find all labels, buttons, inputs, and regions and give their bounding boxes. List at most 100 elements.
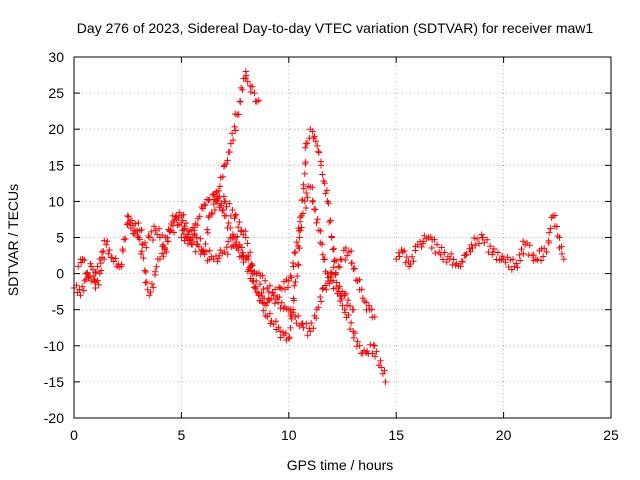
- data-point-descending-38: [265, 288, 272, 296]
- data-point-main-138: [300, 181, 307, 189]
- data-point-loop-16: [202, 248, 210, 255]
- y-tick-label: -5: [52, 302, 65, 318]
- data-point-late-40: [452, 262, 459, 269]
- data-point-main-160: [323, 187, 331, 194]
- data-point-descending-26: [248, 261, 255, 269]
- data-point-loop-30: [224, 250, 231, 258]
- data-point-main-52: [193, 221, 201, 229]
- data-point-late-45: [459, 258, 466, 265]
- data-point-main-82: [238, 227, 245, 234]
- data-point-descending-52: [287, 306, 294, 313]
- data-point-rise-118: [228, 130, 236, 137]
- data-point-descending-3: [215, 195, 222, 202]
- y-tick-label: -15: [44, 374, 64, 390]
- data-point-main-204: [377, 357, 384, 365]
- data-point-early-16: [92, 284, 99, 292]
- data-point-main-26: [158, 250, 166, 257]
- data-point-descending-72: [317, 293, 324, 301]
- data-point-rise-34: [119, 247, 127, 255]
- data-point-main-13: [142, 268, 150, 276]
- data-point-main-139: [301, 170, 308, 178]
- data-point-rise-128: [239, 86, 246, 93]
- data-point-late-33: [441, 249, 448, 256]
- data-point-main-75: [229, 206, 236, 214]
- data-point-late-74: [504, 254, 511, 261]
- x-tick-label: 25: [603, 427, 619, 443]
- data-point-main-134: [296, 214, 304, 221]
- data-point-rise-49: [138, 226, 145, 234]
- data-point-main-156: [319, 171, 326, 178]
- data-point-descending-13: [228, 234, 236, 242]
- data-point-descending-54: [290, 309, 297, 316]
- data-point-late-76: [507, 256, 514, 264]
- data-point-late-48: [463, 251, 470, 258]
- data-point-rise-59: [152, 227, 159, 234]
- data-point-rise-61: [155, 225, 163, 232]
- data-point-rise-108: [216, 183, 224, 190]
- data-point-descending-35: [260, 285, 267, 293]
- data-point-early-4: [77, 292, 84, 299]
- data-point-main-197: [367, 341, 374, 348]
- data-point-rise-75: [172, 213, 179, 220]
- data-point-late-77: [508, 266, 516, 273]
- data-point-main-86: [244, 240, 251, 247]
- data-point-late-80: [513, 260, 520, 267]
- data-point-loop-65: [274, 293, 281, 301]
- data-point-main-22: [151, 271, 159, 279]
- data-point-loop-126: [350, 306, 357, 313]
- data-point-loop-51: [252, 283, 259, 290]
- data-point-rise-55: [145, 234, 153, 241]
- data-point-late-97: [537, 257, 545, 264]
- data-point-rise-54: [145, 232, 152, 240]
- data-point-rise-101: [208, 209, 215, 217]
- data-point-late-83: [516, 257, 524, 264]
- data-point-rise-32: [118, 261, 125, 268]
- data-point-main-118: [287, 324, 294, 332]
- data-point-loop-60: [265, 295, 272, 302]
- data-point-loop-95: [309, 198, 317, 206]
- data-point-rise-113: [222, 160, 230, 168]
- data-point-rise-16: [97, 259, 105, 267]
- data-point-rise-110: [219, 173, 227, 180]
- data-point-main-142: [302, 144, 309, 151]
- data-point-rise-17: [98, 248, 106, 256]
- data-point-late-71: [498, 252, 506, 260]
- data-point-rise-119: [229, 136, 237, 144]
- data-point-main-116: [285, 335, 292, 342]
- data-point-main-38: [174, 222, 181, 229]
- data-point-rise-67: [163, 248, 170, 256]
- data-point-descending-90: [342, 256, 349, 264]
- data-point-main-85: [242, 234, 250, 241]
- data-point-rise-23: [106, 246, 113, 254]
- data-point-late-19: [419, 240, 427, 247]
- data-point-loop-25: [215, 254, 223, 262]
- data-point-loop-0: [178, 234, 185, 241]
- data-point-main-23: [153, 263, 160, 270]
- data-point-loop-83: [297, 227, 304, 234]
- data-point-descending-101: [356, 276, 363, 283]
- data-point-main-17: [145, 292, 153, 299]
- data-point-loop-104: [319, 251, 326, 258]
- data-point-loop-28: [221, 248, 228, 256]
- data-point-loop-9: [192, 248, 199, 255]
- data-point-rise-137: [251, 89, 258, 97]
- data-point-rise-36: [122, 235, 129, 243]
- data-point-main-3: [129, 222, 137, 229]
- data-point-loop-108: [324, 270, 331, 277]
- data-point-early-7: [81, 277, 88, 285]
- data-point-late-73: [502, 258, 509, 266]
- data-point-loop-89: [303, 189, 310, 197]
- data-point-loop-39: [236, 241, 243, 248]
- data-point-late-37: [447, 250, 455, 258]
- x-tick-label: 10: [281, 427, 297, 443]
- data-point-main-110: [277, 328, 284, 335]
- data-point-rise-27: [112, 255, 119, 262]
- data-point-rise-120: [231, 123, 238, 130]
- data-point-main-56: [199, 205, 207, 212]
- data-point-late-52: [469, 244, 476, 252]
- data-point-rise-121: [232, 127, 239, 134]
- data-point-main-10: [138, 248, 146, 255]
- data-point-loop-81: [294, 242, 302, 250]
- data-point-descending-76: [322, 282, 329, 289]
